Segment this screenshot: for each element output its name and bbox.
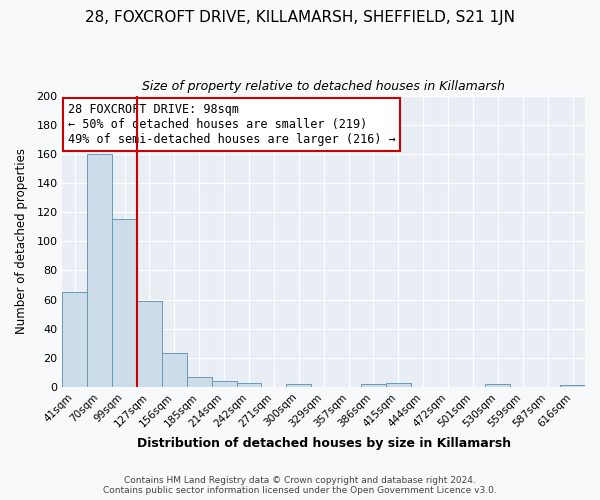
- X-axis label: Distribution of detached houses by size in Killamarsh: Distribution of detached houses by size …: [137, 437, 511, 450]
- Bar: [485, 384, 511, 387]
- Bar: [87, 154, 112, 387]
- Bar: [62, 292, 87, 387]
- Bar: [286, 384, 311, 387]
- Bar: [386, 382, 411, 387]
- Text: Contains HM Land Registry data © Crown copyright and database right 2024.
Contai: Contains HM Land Registry data © Crown c…: [103, 476, 497, 495]
- Text: 28, FOXCROFT DRIVE, KILLAMARSH, SHEFFIELD, S21 1JN: 28, FOXCROFT DRIVE, KILLAMARSH, SHEFFIEL…: [85, 10, 515, 25]
- Title: Size of property relative to detached houses in Killamarsh: Size of property relative to detached ho…: [142, 80, 505, 93]
- Bar: [162, 354, 187, 387]
- Bar: [361, 384, 386, 387]
- Bar: [137, 301, 162, 387]
- Y-axis label: Number of detached properties: Number of detached properties: [15, 148, 28, 334]
- Bar: [112, 220, 137, 387]
- Bar: [560, 386, 585, 387]
- Text: 28 FOXCROFT DRIVE: 98sqm
← 50% of detached houses are smaller (219)
49% of semi-: 28 FOXCROFT DRIVE: 98sqm ← 50% of detach…: [68, 103, 395, 146]
- Bar: [212, 381, 236, 387]
- Bar: [187, 376, 212, 387]
- Bar: [236, 382, 262, 387]
